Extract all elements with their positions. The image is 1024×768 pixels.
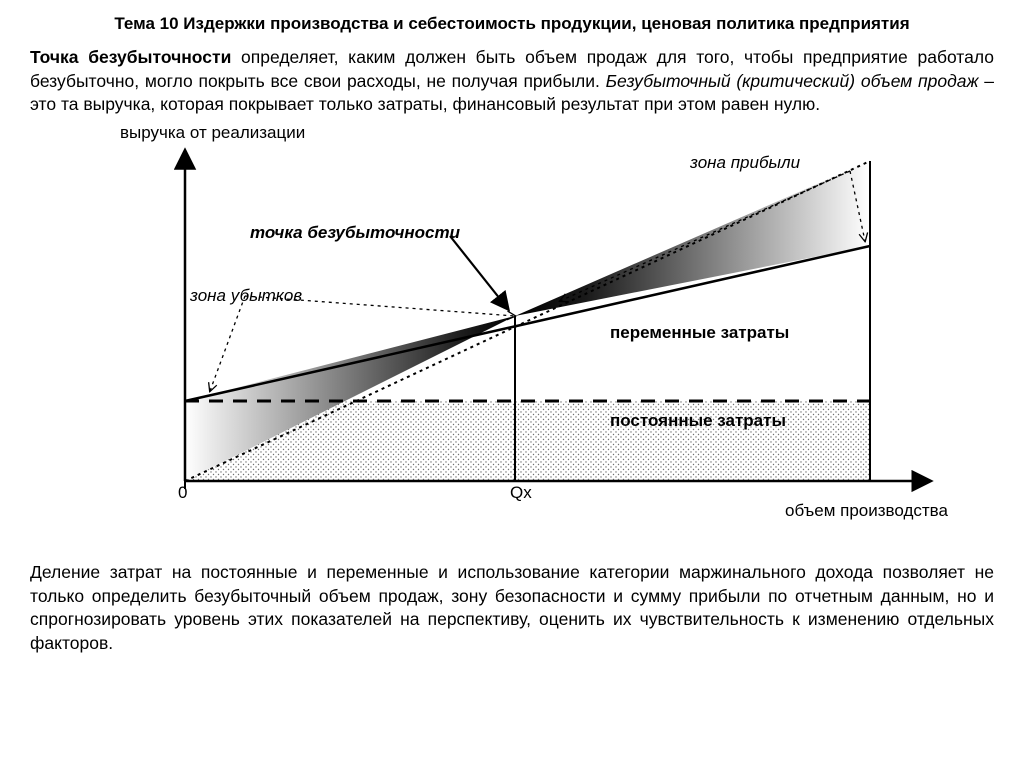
- chart-svg: [130, 141, 950, 521]
- breakeven-chart: выручка от реализации: [30, 123, 990, 553]
- loss-callout-2: [210, 296, 245, 391]
- profit-zone-wedge: [515, 161, 870, 316]
- closing-paragraph: Деление затрат на постоянные и переменны…: [30, 561, 994, 656]
- fixed-costs-label: постоянные затраты: [610, 411, 786, 431]
- bep-term: Точка безубыточности: [30, 47, 231, 67]
- bep-arrow: [450, 236, 508, 309]
- page-title: Тема 10 Издержки производства и себестои…: [30, 14, 994, 34]
- intro-paragraph: Точка безубыточности определяет, каким д…: [30, 46, 994, 117]
- break-even-label: точка безубыточности: [250, 223, 460, 243]
- origin-label: 0: [178, 483, 187, 503]
- qx-label: Qx: [510, 483, 532, 503]
- y-axis-label: выручка от реализации: [120, 123, 305, 143]
- loss-zone-label: зона убытков: [190, 286, 302, 306]
- profit-zone-label: зона прибыли: [690, 153, 800, 173]
- variable-costs-label: переменные затраты: [610, 323, 789, 343]
- x-axis-label: объем производства: [785, 501, 948, 521]
- critical-volume-term: Безубыточный (критический) объем продаж: [606, 71, 979, 91]
